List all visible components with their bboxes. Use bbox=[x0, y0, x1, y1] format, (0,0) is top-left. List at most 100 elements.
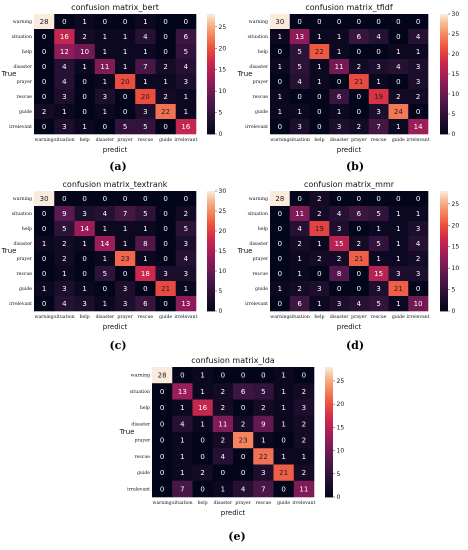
colorbar-segment bbox=[440, 211, 448, 214]
cell-value-label: 7 bbox=[180, 485, 184, 493]
colorbar-segment bbox=[440, 251, 448, 254]
heatmap-cell bbox=[408, 119, 429, 135]
heatmap-cell bbox=[408, 74, 429, 90]
cell-value-label: 2 bbox=[416, 255, 420, 263]
cell-value-label: 4 bbox=[416, 240, 421, 248]
cell-value-label: 2 bbox=[42, 108, 46, 116]
colorbar-segment bbox=[207, 112, 215, 115]
cell-value-label: 2 bbox=[200, 469, 204, 477]
colorbar-segment bbox=[325, 460, 333, 463]
cell-value-label: 21 bbox=[161, 285, 170, 293]
cell-value-label: 1 bbox=[143, 78, 147, 86]
cell-value-label: 1 bbox=[123, 63, 127, 71]
colorbar-segment bbox=[207, 199, 215, 202]
cell-value-label: 5 bbox=[376, 240, 380, 248]
heatmap-cell bbox=[115, 281, 136, 297]
cell-value-label: 0 bbox=[357, 108, 361, 116]
y-axis-label: True bbox=[1, 70, 17, 78]
colorbar-segment bbox=[440, 20, 448, 23]
heatmap-cell bbox=[349, 14, 370, 30]
heatmap-cell bbox=[115, 14, 136, 30]
colorbar-segment bbox=[207, 104, 215, 107]
heatmap-cell bbox=[94, 104, 116, 120]
colorbar-segment bbox=[325, 397, 333, 400]
colorbar-segment bbox=[207, 100, 215, 103]
colorbar-segment bbox=[440, 24, 448, 27]
heatmap-cell bbox=[94, 29, 116, 45]
heatmap-cell bbox=[74, 119, 96, 135]
heatmap-cell bbox=[289, 236, 310, 252]
heatmap-cell bbox=[135, 206, 156, 222]
colorbar-segment bbox=[440, 32, 448, 35]
y-tick-label: warning bbox=[249, 19, 268, 25]
cell-value-label: 1 bbox=[123, 225, 127, 233]
colorbar-segment bbox=[440, 269, 448, 272]
heatmap-cell bbox=[233, 399, 254, 417]
cell-value-label: 1 bbox=[42, 240, 46, 248]
cell-value-label: 0 bbox=[376, 195, 380, 203]
cell-value-label: 3 bbox=[337, 123, 341, 131]
colorbar-segment bbox=[440, 213, 448, 216]
cell-value-label: 2 bbox=[302, 437, 306, 445]
cell-value-label: 0 bbox=[143, 285, 147, 293]
heatmap-cell bbox=[388, 29, 409, 45]
colorbar-segment bbox=[325, 382, 333, 385]
cell-value-label: 0 bbox=[357, 270, 361, 278]
colorbar-segment bbox=[207, 277, 215, 280]
heatmap-cell bbox=[175, 281, 197, 297]
colorbar-segment bbox=[207, 60, 215, 63]
heatmap-cell bbox=[349, 104, 370, 120]
colorbar-segment bbox=[207, 74, 215, 77]
colorbar-segment bbox=[325, 384, 333, 387]
colorbar-segment bbox=[440, 56, 448, 59]
y-tick-label: prayer bbox=[17, 80, 33, 85]
cell-value-label: 5 bbox=[143, 210, 147, 218]
cell-value-label: 0 bbox=[357, 285, 361, 293]
colorbar-segment bbox=[440, 199, 448, 202]
heatmap-cell bbox=[115, 236, 136, 252]
colorbar-segment bbox=[440, 255, 448, 258]
cell-value-label: 1 bbox=[184, 285, 188, 293]
heatmap-cell bbox=[368, 296, 389, 312]
heatmap-cell bbox=[388, 191, 409, 207]
colorbar-tick-label: 20 bbox=[452, 51, 460, 58]
heatmap-cell bbox=[74, 236, 96, 252]
heatmap-cell bbox=[192, 480, 214, 498]
cell-value-label: 4 bbox=[376, 33, 381, 41]
colorbar-segment bbox=[440, 261, 448, 264]
heatmap-cell bbox=[388, 74, 409, 90]
colorbar-segment bbox=[207, 279, 215, 282]
heatmap-cell bbox=[368, 89, 389, 105]
cell-value-label: 0 bbox=[163, 123, 167, 131]
cell-value-label: 0 bbox=[163, 18, 167, 26]
colorbar-segment bbox=[440, 191, 448, 194]
heatmap-cell bbox=[368, 206, 389, 222]
cell-value-label: 4 bbox=[297, 225, 302, 233]
x-tick-label: rescue bbox=[138, 138, 154, 143]
cell-value-label: 12 bbox=[60, 48, 69, 56]
cell-value-label: 1 bbox=[123, 48, 127, 56]
y-tick-label: rescue bbox=[252, 95, 268, 100]
y-tick-label: guide bbox=[137, 470, 150, 476]
colorbar-segment bbox=[207, 32, 215, 35]
colorbar-tick-label: 0 bbox=[219, 308, 223, 315]
x-tick-label: warning bbox=[270, 314, 289, 320]
y-tick-label: irrelevant bbox=[9, 301, 32, 307]
colorbar-segment bbox=[207, 299, 215, 302]
heatmap-cell bbox=[253, 464, 274, 482]
colorbar-segment bbox=[325, 455, 333, 459]
colorbar-segment bbox=[207, 64, 215, 67]
heatmap-cell bbox=[289, 251, 310, 267]
colorbar-segment bbox=[325, 436, 333, 439]
heatmap-cell bbox=[329, 266, 350, 282]
cell-value-label: 0 bbox=[337, 195, 341, 203]
y-tick-label: warning bbox=[249, 196, 268, 202]
heatmap-cell bbox=[54, 89, 75, 105]
colorbar-segment bbox=[207, 54, 215, 57]
cell-value-label: 0 bbox=[42, 63, 46, 71]
cell-value-label: 0 bbox=[278, 123, 282, 131]
heatmap-cell bbox=[192, 383, 214, 400]
heatmap-cell bbox=[329, 296, 350, 312]
